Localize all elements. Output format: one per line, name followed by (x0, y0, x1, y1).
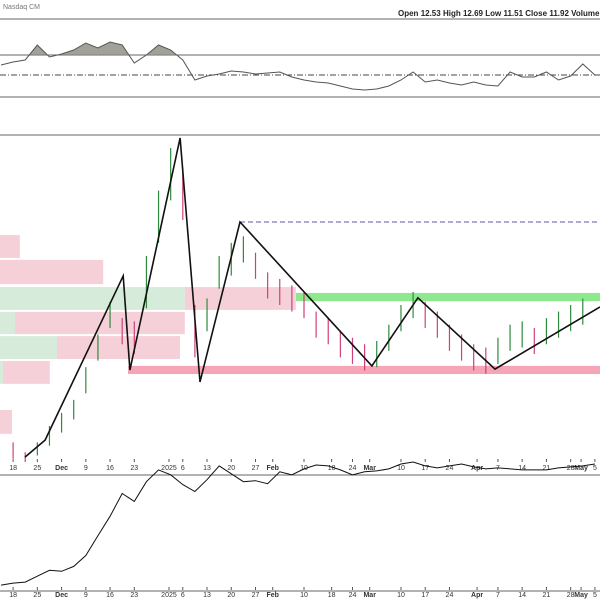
x-tick-label: 25 (33, 592, 41, 599)
volume-profile-up (0, 287, 185, 310)
volume-profile-up (0, 311, 15, 335)
x-tick-label: 18 (328, 592, 336, 599)
x-tick-label: 21 (543, 592, 551, 599)
x-tick-label: 24 (446, 465, 454, 472)
x-tick-label: 28 (567, 465, 575, 472)
x-tick-label: 7 (496, 592, 500, 599)
x-tick-label: 9 (84, 465, 88, 472)
x-tick-label: 10 (300, 465, 308, 472)
x-tick-label: 13 (203, 592, 211, 599)
x-tick-label: 17 (421, 592, 429, 599)
label: Open (398, 9, 419, 18)
x-tick-label: Dec (55, 592, 68, 599)
label: Volume (571, 9, 600, 18)
source: Nasdaq CM (3, 4, 40, 11)
x-tick-label: 13 (203, 465, 211, 472)
label: High (443, 9, 461, 18)
x-tick-label: 24 (349, 465, 357, 472)
quote: Open 12.53 High 12.69 Low 11.51 Close 11… (398, 9, 600, 18)
x-tick-label: 5 (593, 465, 597, 472)
value: 12.53 (421, 9, 442, 18)
x-tick-label: 24 (349, 592, 357, 599)
x-tick-label: 23 (130, 592, 138, 599)
volume-profile-down (57, 336, 180, 359)
x-tick-label: Feb (267, 465, 279, 472)
x-tick-label: 2025 (161, 592, 177, 599)
value: 12.69 (463, 9, 484, 18)
x-tick-label: May (574, 465, 588, 472)
x-tick-label: 23 (130, 465, 138, 472)
x-tick-label: May (574, 592, 588, 599)
label: Close (525, 9, 547, 18)
value: 11.92 (549, 9, 569, 18)
x-tick-label: 16 (106, 465, 114, 472)
x-tick-label: 16 (106, 592, 114, 599)
x-tick-label: 18 (9, 465, 17, 472)
x-tick-label: 18 (9, 592, 17, 599)
volume-profile-down (0, 259, 104, 285)
x-tick-label: 10 (397, 592, 405, 599)
overbought-fill (1, 42, 595, 55)
indicator-line (0, 461, 595, 586)
zigzag-line (24, 137, 600, 458)
volume-profile-down (3, 360, 50, 384)
x-tick-label: 6 (181, 465, 185, 472)
x-tick-label: Mar (363, 465, 376, 472)
x-tick-label: 17 (421, 465, 429, 472)
x-tick-label: Dec (55, 465, 68, 472)
x-tick-label: Apr (471, 592, 483, 599)
x-tick-label: 25 (33, 465, 41, 472)
x-tick-label: 27 (252, 592, 260, 599)
x-tick-label: Feb (267, 592, 279, 599)
label: Low (485, 9, 502, 18)
x-tick-label: 20 (227, 465, 235, 472)
x-tick-label: 2025 (161, 465, 177, 472)
x-tick-label: 14 (518, 465, 526, 472)
x-tick-label: 9 (84, 592, 88, 599)
x-tick-label: 10 (397, 465, 405, 472)
volume-profile-down (184, 287, 296, 310)
x-tick-label: 20 (227, 592, 235, 599)
x-tick-label: 6 (181, 592, 185, 599)
zone (296, 292, 600, 302)
volume-profile-down (0, 410, 12, 434)
volume-profile-up (0, 336, 57, 359)
x-tick-label: 5 (593, 592, 597, 599)
value: 11.51 (503, 9, 523, 18)
x-tick-label: Apr (471, 465, 483, 472)
x-tick-label: 10 (300, 592, 308, 599)
x-tick-label: Mar (363, 592, 376, 599)
volume-profile-down (0, 235, 20, 258)
x-tick-label: 24 (446, 592, 454, 599)
volume-profile-up (0, 360, 3, 384)
x-tick-label: 21 (543, 465, 551, 472)
indicator-line (0, 41, 596, 91)
x-tick-label: 18 (328, 465, 336, 472)
x-tick-label: 14 (518, 592, 526, 599)
zone (128, 365, 600, 375)
x-tick-label: 28 (567, 592, 575, 599)
x-tick-label: 27 (252, 465, 260, 472)
